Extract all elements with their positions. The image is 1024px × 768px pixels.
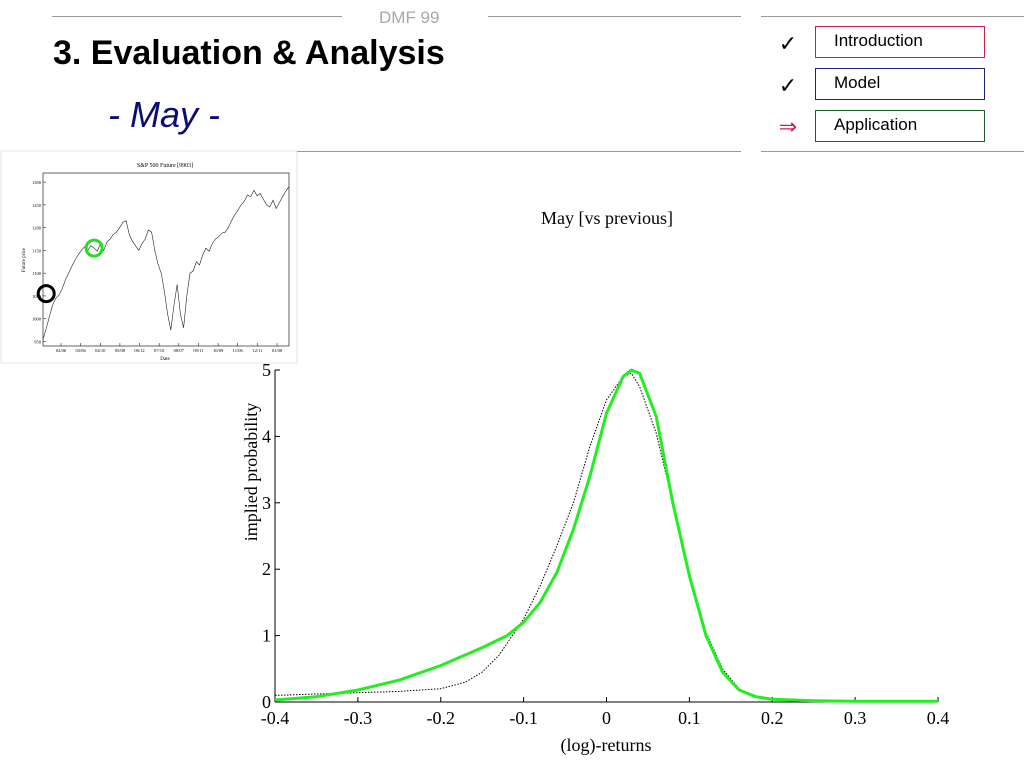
inset-x-tick-label: 03/06 [76,348,87,353]
y-tick-label: 5 [262,360,271,380]
inset-y-tick-label: 950 [34,339,42,344]
nav-introduction[interactable]: Introduction [815,26,985,58]
chart-title: May [vs previous] [541,208,673,228]
x-tick-label: 0.1 [678,708,701,728]
inset-y-tick-label: 1100 [32,271,42,276]
conference-label: DMF 99 [379,8,440,27]
page-subtitle: - May - [108,94,220,135]
inset-x-tick-label: 12/11 [252,348,262,353]
inset-x-tick-label: 04/10 [95,348,106,353]
inset-frame [42,172,290,347]
y-tick-label: 2 [262,559,271,579]
check-icon: ✓ [778,31,798,56]
inset-x-tick-label: 08/07 [174,348,185,353]
x-tick-label: 0 [602,708,611,728]
inset-y-tick-label: 1300 [32,180,42,185]
inset-x-tick-label: 10/09 [213,348,224,353]
inset-x-tick-label: 07/10 [154,348,165,353]
inset-x-tick-label: 11/06 [233,348,244,353]
y-axis-label: implied probability [241,403,261,541]
y-tick-label: 1 [262,626,271,646]
inset-x-tick-label: 02/06 [56,348,67,353]
series-may-line [274,368,938,703]
y-tick-label: 4 [262,426,271,446]
arrow-icon: ⇒ [778,114,798,139]
x-tick-label: 0.4 [927,708,950,728]
inset-price-chart: S&P 500 Future [9903] Future price Date … [0,150,298,364]
inset-x-tick-label: 09/11 [193,348,203,353]
nav-model[interactable]: Model [815,68,985,100]
page-title: 3. Evaluation & Analysis [53,34,445,72]
y-tick-label: 0 [262,692,271,712]
inset-x-tick-label: 05/08 [115,348,126,353]
nav-application[interactable]: Application [815,110,985,142]
inset-marker-circle [84,238,104,258]
inset-marker-circle [36,284,56,304]
inset-y-tick-label: 1150 [32,248,42,253]
x-axis-label: (log)-returns [561,735,652,756]
inset-title: S&P 500 Future [9903] [137,163,193,169]
inset-price-line [42,186,290,340]
nav-rule-bottom [761,151,1024,152]
header-rule-left [52,16,342,17]
inset-y-tick-label: 1200 [32,226,42,231]
x-tick-label: -0.3 [344,708,373,728]
inset-y-tick-label: 1250 [32,203,42,208]
inset-y-tick-label: 1050 [32,294,42,299]
y-tick-label: 3 [262,493,271,513]
inset-ylabel: Future price [22,247,27,272]
inset-y-tick-label: 1000 [32,317,42,322]
header-rule-bottom [52,151,741,152]
x-tick-label: 0.3 [844,708,867,728]
inset-x-tick-label: 06/12 [134,348,144,353]
series-previous-line [274,372,938,702]
x-tick-label: -0.2 [427,708,456,728]
x-tick-label: -0.4 [261,708,290,728]
x-tick-label: -0.1 [509,708,538,728]
inset-xlabel: Date [160,357,170,362]
header-rule-right [488,16,741,17]
inset-x-tick-label: 01/08 [272,348,283,353]
check-icon: ✓ [778,73,798,98]
x-tick-label: 0.2 [761,708,784,728]
nav-rule-top [761,16,1024,17]
